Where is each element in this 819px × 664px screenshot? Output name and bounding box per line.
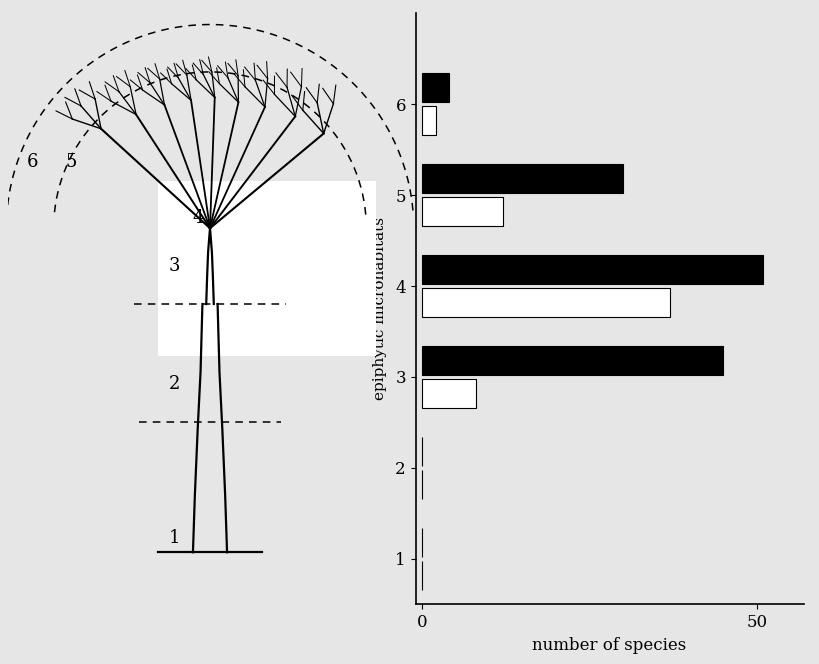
X-axis label: number of species: number of species [532, 637, 686, 653]
Bar [422, 73, 449, 102]
Bar [422, 197, 502, 226]
Bar [422, 106, 435, 135]
Text: 2: 2 [168, 375, 179, 393]
Text: 5: 5 [65, 153, 76, 171]
Y-axis label: epiphytic microhabitats: epiphytic microhabitats [373, 217, 387, 400]
Bar [158, 181, 375, 356]
Text: 1: 1 [168, 529, 179, 546]
Text: 3: 3 [168, 257, 179, 275]
Text: 4: 4 [192, 209, 204, 228]
Bar [422, 164, 622, 193]
Bar [422, 346, 722, 375]
Bar [422, 255, 762, 284]
Text: 6: 6 [27, 153, 38, 171]
Bar [422, 378, 475, 408]
Bar [422, 288, 669, 317]
